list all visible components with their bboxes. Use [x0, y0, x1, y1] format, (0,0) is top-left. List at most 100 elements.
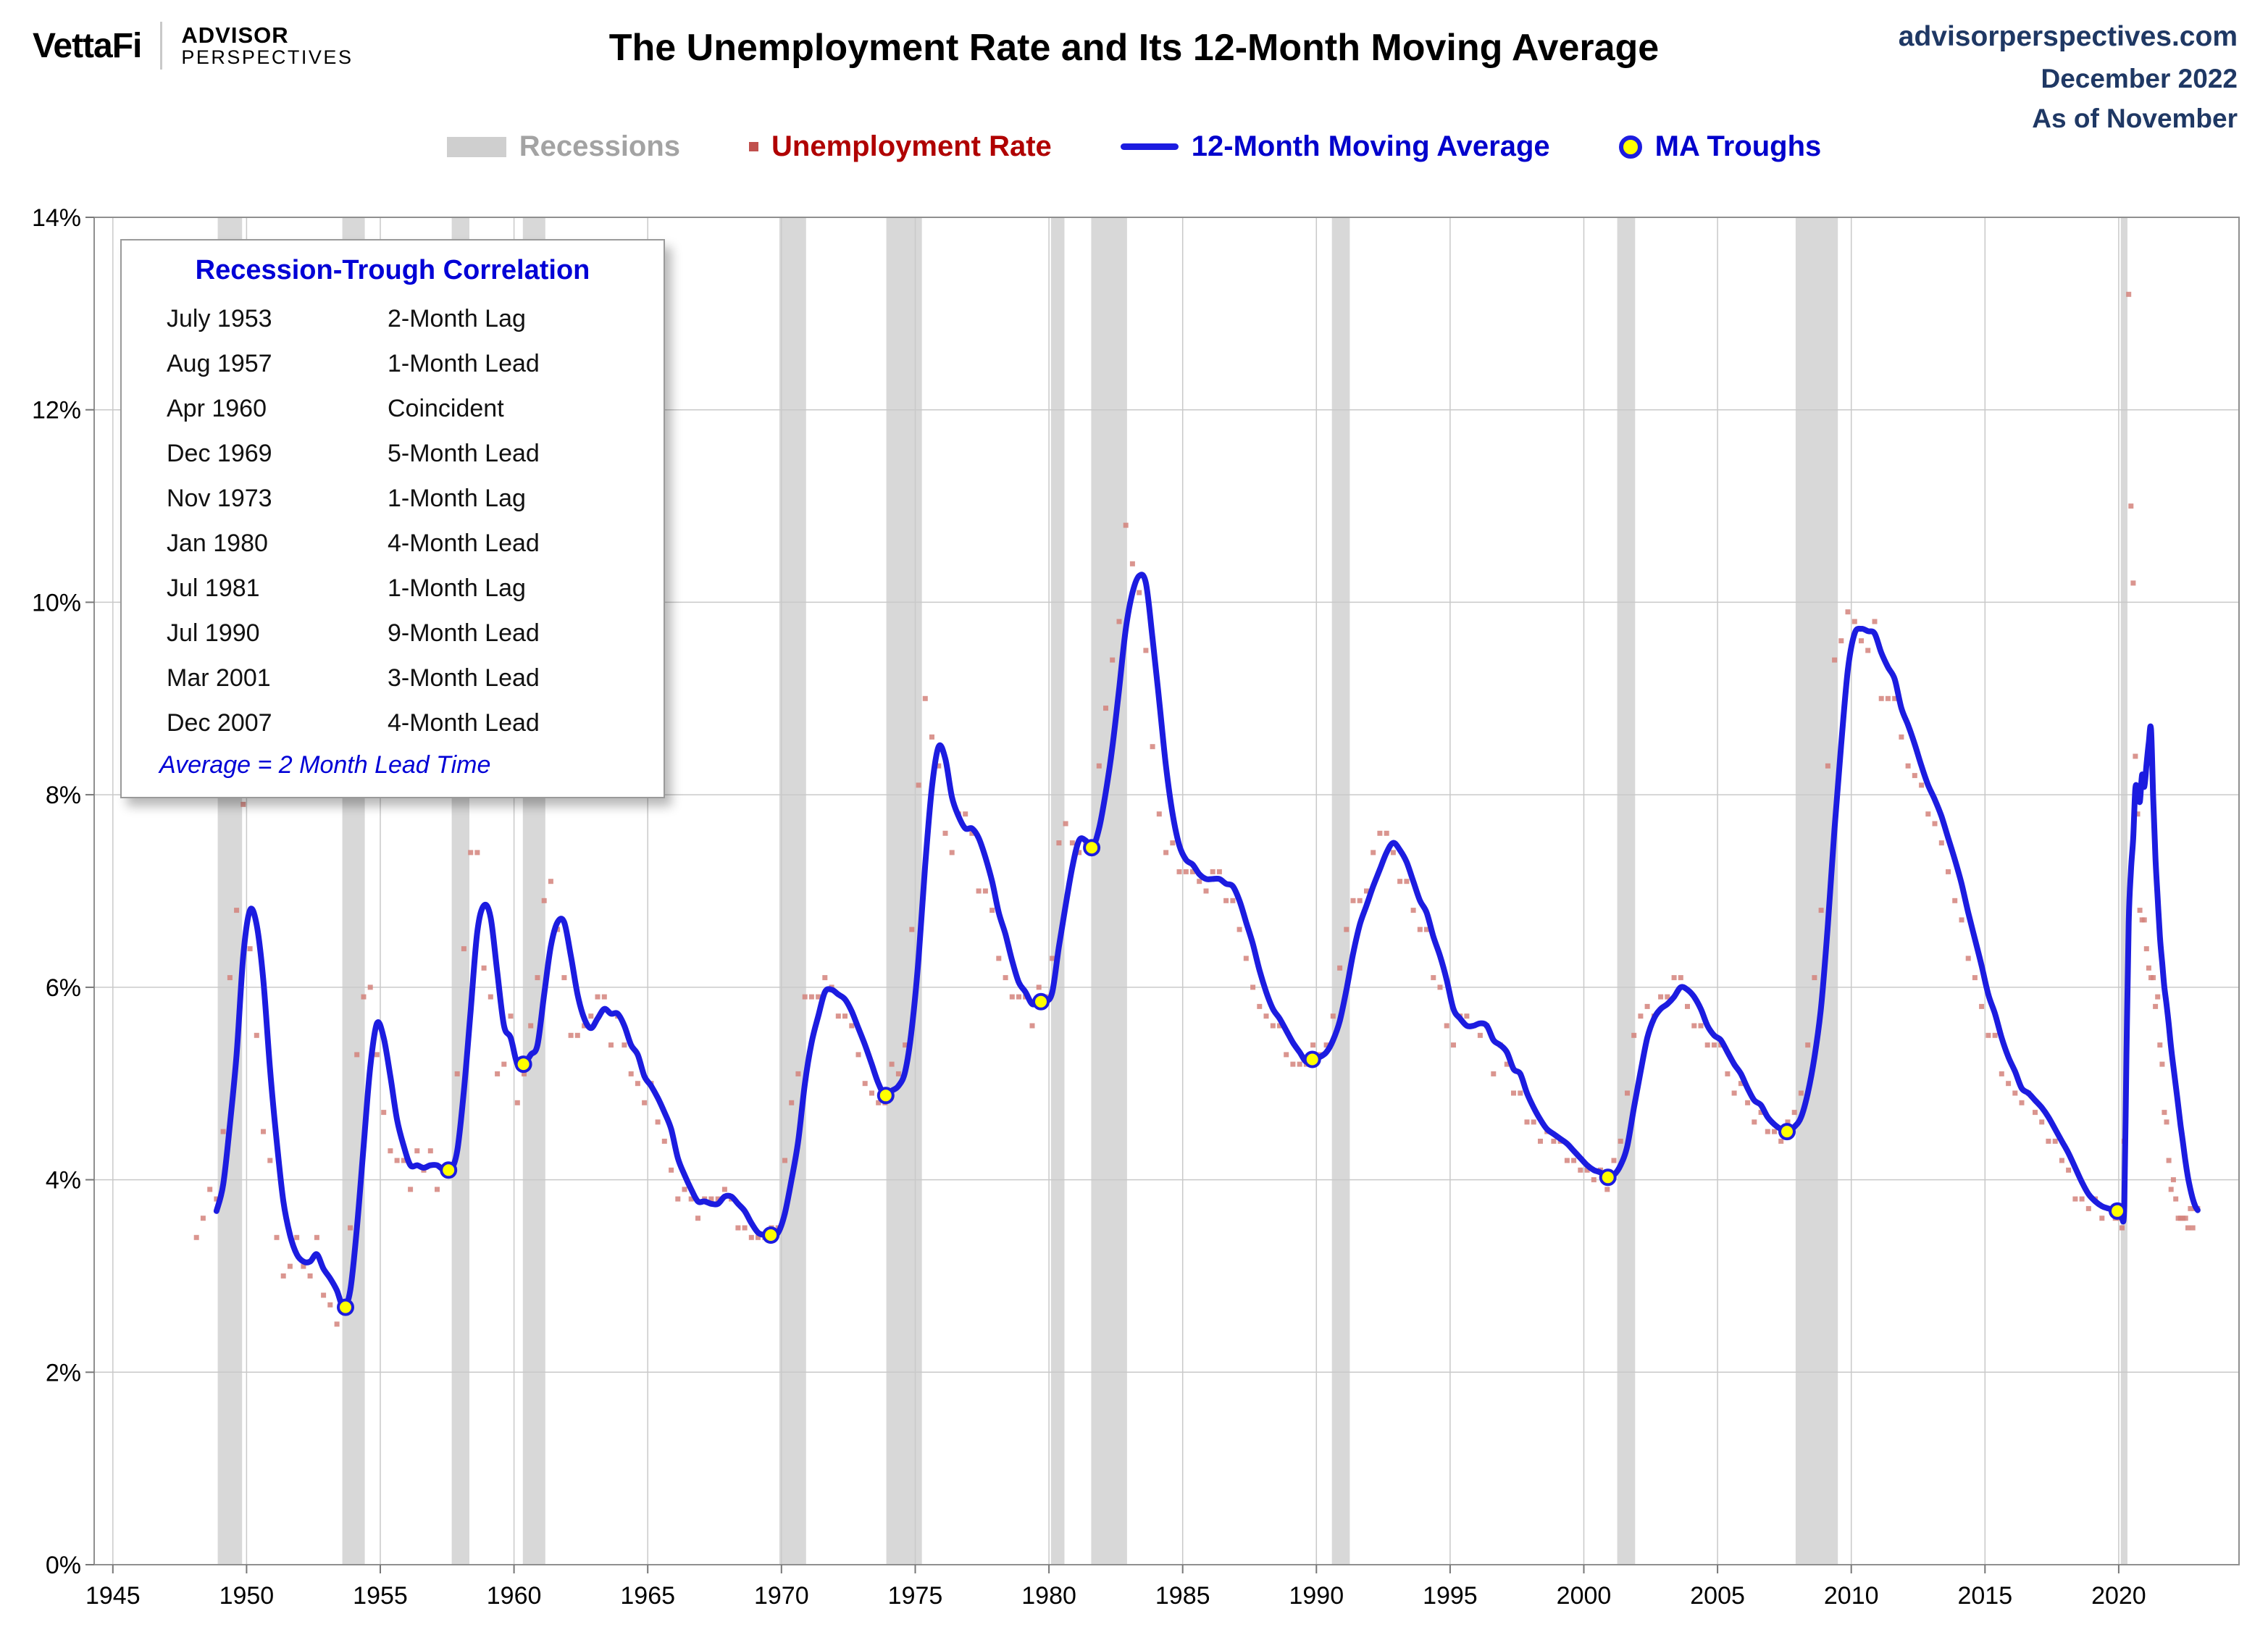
scatter-dot	[1029, 1023, 1035, 1029]
scatter-dot	[348, 1225, 353, 1231]
callout-date: Mar 2001	[167, 664, 271, 692]
scatter-dot	[1812, 975, 1817, 981]
callout-lag: 1-Month Lead	[388, 350, 540, 377]
y-tick-label: 14%	[32, 204, 81, 232]
scatter-dot	[1364, 888, 1369, 894]
scatter-dot	[427, 1148, 433, 1154]
scatter-dot	[1330, 1013, 1336, 1019]
scatter-dot	[635, 1081, 640, 1087]
callout-lag: 3-Month Lead	[388, 664, 540, 692]
scatter-dot	[795, 1071, 801, 1076]
scatter-dot	[2012, 1090, 2018, 1096]
recession-band	[1617, 217, 1636, 1565]
scatter-dot	[200, 1216, 206, 1221]
asof-label: As of November	[2032, 104, 2238, 133]
scatter-dot	[1638, 1013, 1644, 1019]
header-meta: advisorperspectives.com December 2022 As…	[1899, 16, 2238, 139]
ma-trough-marker	[440, 1161, 458, 1179]
recession-band	[1091, 217, 1127, 1565]
scatter-dot	[1129, 561, 1135, 566]
scatter-dot	[1290, 1061, 1296, 1067]
scatter-dot	[1270, 1023, 1276, 1029]
legend-item-recessions: Recessions	[446, 130, 680, 163]
callout-date: Apr 1960	[167, 395, 267, 422]
scatter-dot	[1658, 994, 1664, 1000]
scatter-dot	[608, 1042, 614, 1048]
scatter-dot	[1791, 1110, 1797, 1116]
scatter-dot	[1618, 1138, 1623, 1144]
x-tick-label: 1970	[754, 1582, 809, 1610]
scatter-dot	[1176, 869, 1182, 874]
scatter-dot	[2128, 503, 2134, 509]
y-tick-label: 4%	[46, 1167, 81, 1195]
x-tick-label: 1945	[85, 1582, 141, 1610]
scatter-dot	[541, 898, 547, 903]
scatter-dot	[508, 1013, 514, 1019]
scatter-dot	[514, 1100, 520, 1105]
scatter-dot	[414, 1148, 420, 1154]
scatter-dot	[361, 994, 367, 1000]
scatter-dot	[568, 1032, 574, 1038]
scatter-dot	[1404, 879, 1410, 884]
scatter-dot	[2157, 1042, 2163, 1048]
scatter-dot	[1170, 840, 1176, 846]
scatter-dot	[2153, 1003, 2159, 1009]
brand-divider	[160, 22, 163, 70]
scatter-dot	[1818, 908, 1824, 913]
scatter-dot	[522, 1071, 527, 1076]
scatter-dot	[1437, 984, 1443, 990]
scatter-dot	[1765, 1129, 1770, 1134]
scatter-dot	[1263, 1013, 1269, 1019]
scatter-dot	[721, 1187, 727, 1192]
site-link[interactable]: advisorperspectives.com	[1898, 21, 2238, 52]
x-axis-labels: 1945 1950 1955 1960 1965 1970 1975 1980 1985 1990…	[85, 1582, 2146, 1610]
scatter-dot	[1979, 1003, 1985, 1009]
scatter-dot	[849, 1023, 855, 1029]
y-tick-label: 0%	[46, 1552, 81, 1579]
x-tick-label: 1985	[1155, 1582, 1210, 1610]
scatter-dot	[1277, 1023, 1282, 1029]
scatter-dot	[314, 1234, 319, 1240]
report-date: December 2022	[2041, 63, 2238, 93]
callout-row: Dec 2007 4-Month Lead	[167, 700, 664, 745]
scatter-dot	[2046, 1138, 2051, 1144]
scatter-dot	[1531, 1119, 1536, 1125]
axis-ticks	[85, 217, 2120, 1573]
scatter-dot	[1410, 908, 1416, 913]
scatter-dot	[2120, 1225, 2125, 1231]
scatter-dot	[922, 695, 928, 701]
scatter-dot	[2190, 1225, 2196, 1231]
ma-trough-marker	[876, 1087, 895, 1105]
y-axis-labels: 0% 2% 4% 6% 8% 10% 12% 14%	[32, 204, 81, 1579]
scatter-dot	[835, 1013, 841, 1019]
scatter-dot	[1236, 927, 1242, 932]
scatter-dot	[294, 1234, 300, 1240]
legend-ma-label: 12-Month Moving Average	[1191, 130, 1550, 162]
scatter-dot	[816, 994, 821, 1000]
scatter-dot	[1711, 1042, 1717, 1048]
scatter-dot	[1745, 1100, 1751, 1105]
scatter-dot	[367, 984, 373, 990]
scatter-dot	[1424, 927, 1429, 932]
scatter-dot	[1063, 821, 1068, 827]
scatter-dot	[1851, 619, 1857, 624]
scatter-dot	[1003, 975, 1008, 981]
scatter-dot	[1845, 609, 1851, 615]
scatter-dot	[227, 975, 233, 981]
scatter-dot	[1584, 1167, 1590, 1173]
scatter-dot	[2162, 1110, 2167, 1116]
ma-trough-marker	[1599, 1168, 1617, 1187]
callout-date: Aug 1957	[167, 350, 272, 377]
scatter-dot	[669, 1167, 674, 1173]
brand-block: VettaFi ADVISOR PERSPECTIVES	[33, 22, 353, 70]
scatter-dot	[1965, 955, 1971, 961]
legend-troughs-label: MA Troughs	[1654, 130, 1822, 162]
scatter-dot	[2099, 1216, 2105, 1221]
scatter-dot	[1451, 1042, 1456, 1048]
scatter-dot	[2141, 917, 2147, 923]
scatter-dot	[1143, 648, 1149, 653]
scatter-dot	[695, 1216, 700, 1221]
scatter-dot	[2159, 1061, 2165, 1067]
scatter-dot	[1959, 917, 1964, 923]
scatter-dot	[2033, 1110, 2038, 1116]
